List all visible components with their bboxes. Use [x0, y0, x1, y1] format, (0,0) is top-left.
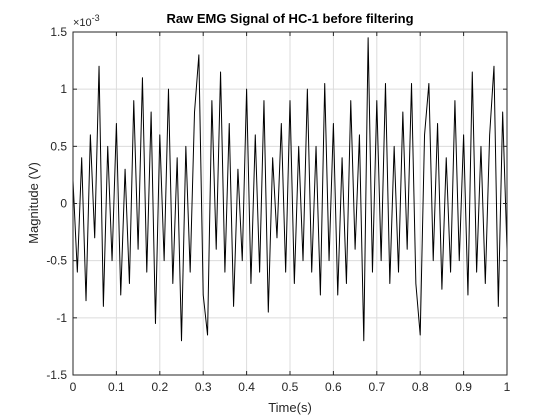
x-tick-label: 0.5 — [282, 380, 299, 394]
x-tick-label: 0.6 — [325, 380, 342, 394]
x-tick-label: 1 — [504, 380, 511, 394]
x-axis-label: Time(s) — [268, 400, 312, 415]
y-axis-label: Magnitude (V) — [26, 162, 41, 244]
x-tick-label: 0.8 — [412, 380, 429, 394]
y-tick-label: 1.5 — [50, 25, 67, 39]
y-tick-label: -1 — [56, 311, 67, 325]
y-tick-label: 0 — [60, 197, 67, 211]
y-tick-label: 1 — [60, 82, 67, 96]
y-tick-label: 0.5 — [50, 139, 67, 153]
x-tick-label: 0.3 — [195, 380, 212, 394]
x-tick-label: 0.4 — [238, 380, 255, 394]
x-tick-label: 0.2 — [151, 380, 168, 394]
chart-title: Raw EMG Signal of HC-1 before filtering — [166, 11, 413, 26]
x-tick-label: 0 — [70, 380, 77, 394]
x-tick-label: 0.7 — [368, 380, 385, 394]
y-multiplier: ×10-3 — [73, 13, 100, 29]
y-tick-label: -0.5 — [46, 254, 67, 268]
multiplier-base: ×10 — [73, 17, 92, 29]
x-tick-label: 0.1 — [108, 380, 125, 394]
y-tick-label: -1.5 — [46, 368, 67, 382]
signal-line — [72, 37, 508, 342]
x-tick-label: 0.9 — [455, 380, 472, 394]
multiplier-exponent: -3 — [92, 13, 100, 23]
